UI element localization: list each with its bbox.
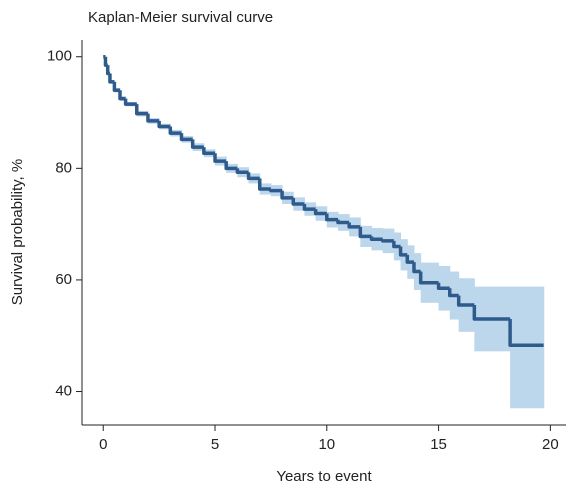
survival-step [159, 121, 170, 127]
survival-step [137, 104, 148, 113]
y-tick-label: 40 [55, 382, 72, 399]
chart-title: Kaplan-Meier survival curve [88, 9, 273, 26]
y-tick-label: 60 [55, 271, 72, 288]
survival-step [126, 99, 137, 105]
survival-step [108, 65, 110, 73]
x-tick-label: 15 [430, 436, 447, 453]
y-tick-label: 80 [55, 159, 72, 176]
y-tick-label: 100 [47, 48, 72, 65]
x-tick-label: 5 [211, 436, 219, 453]
confidence-band [544, 287, 545, 409]
survival-step [114, 82, 120, 90]
survival-step [271, 189, 282, 191]
x-tick-label: 20 [542, 436, 559, 453]
confidence-band [510, 287, 544, 409]
survival-step [105, 57, 107, 65]
x-tick-label: 10 [318, 436, 335, 453]
y-axis-label: Survival probability, % [9, 159, 26, 305]
survival-step [120, 90, 126, 98]
survival-step [148, 114, 159, 121]
x-tick-label: 0 [99, 436, 107, 453]
survival-step [383, 239, 394, 241]
survival-step [110, 73, 114, 81]
x-axis-label: Years to event [276, 468, 372, 485]
